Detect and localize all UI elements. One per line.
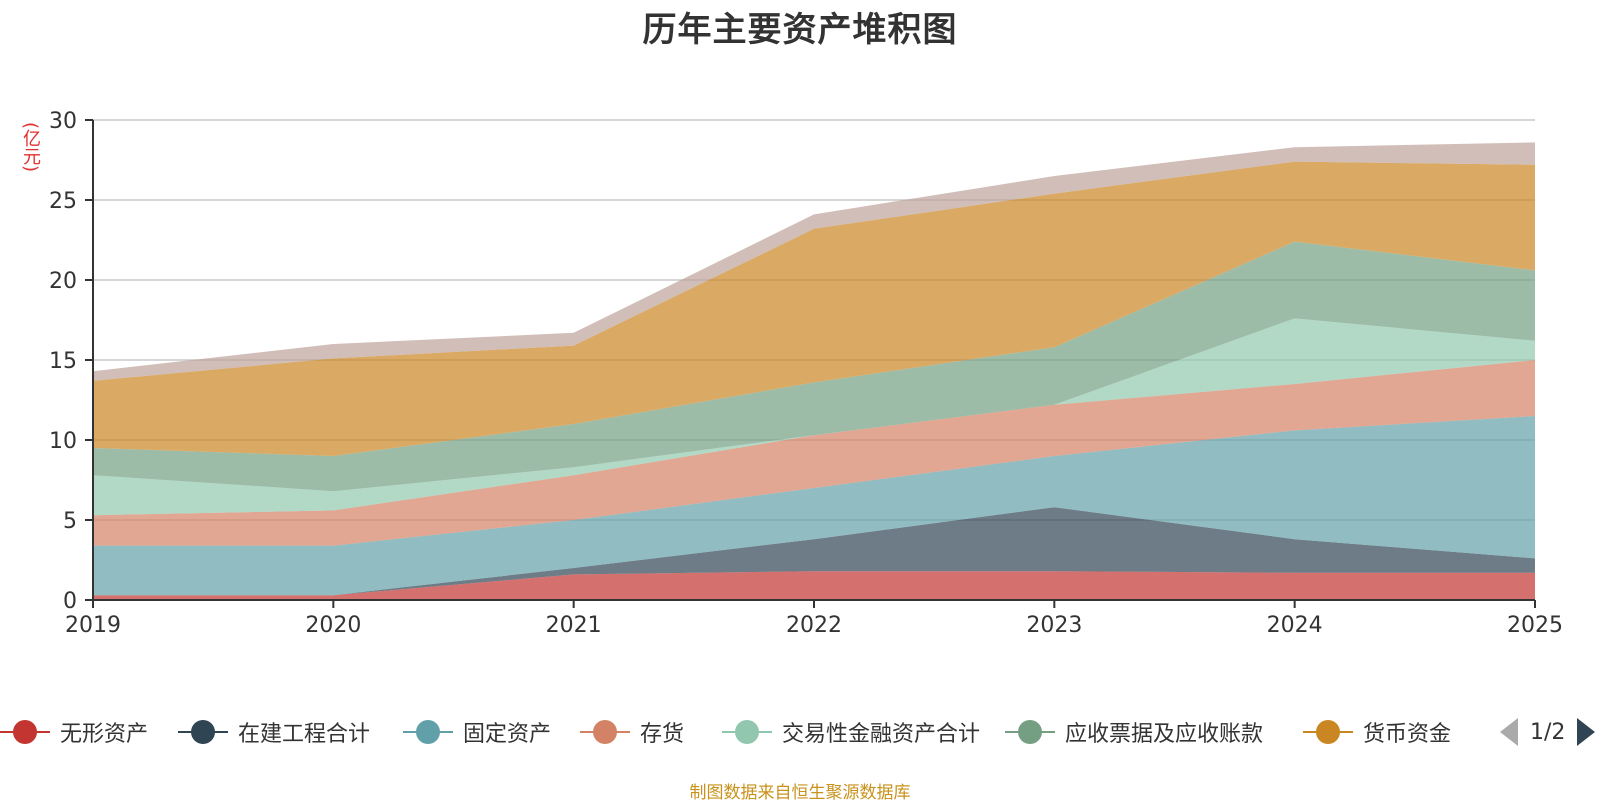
legend-marker-icon — [1005, 720, 1055, 744]
x-tick-label-2025: 2025 — [1507, 613, 1563, 638]
area-series-1[interactable] — [93, 507, 1535, 596]
y-tick-label-15: 15 — [49, 349, 77, 374]
chart-title: 历年主要资产堆积图 — [642, 10, 958, 50]
legend-item-0[interactable]: 无形资产 — [0, 712, 148, 752]
legend-item-3[interactable]: 存货 — [580, 712, 684, 752]
legend-label: 交易性金融资产合计 — [782, 722, 981, 747]
y-axis-unit-label: (亿元) — [20, 122, 41, 173]
legend-marker-icon — [403, 720, 453, 744]
y-tick-label-30: 30 — [49, 109, 77, 134]
legend: 无形资产 在建工程合计 固定资产 存货 交易性金融资产合计 应收票据及应收账款 货币资金 — [0, 712, 1600, 752]
legend-marker-icon — [580, 720, 630, 744]
data-source-note: 制图数据来自恒生聚源数据库 — [689, 783, 911, 803]
y-tick-label-5: 5 — [63, 509, 77, 534]
legend-marker-icon — [722, 720, 772, 744]
legend-label: 固定资产 — [463, 722, 552, 747]
area-series-6[interactable] — [93, 161, 1535, 456]
y-tick-label-10: 10 — [49, 429, 77, 454]
legend-prev-page-icon[interactable] — [1500, 718, 1518, 746]
legend-label: 应收票据及应收账款 — [1065, 722, 1264, 747]
legend-item-6[interactable]: 货币资金 — [1303, 712, 1451, 752]
legend-label: 存货 — [640, 722, 685, 747]
x-tick-label-2024: 2024 — [1267, 613, 1323, 638]
x-tick-label-2020: 2020 — [305, 613, 361, 638]
legend-marker-icon — [0, 720, 50, 744]
legend-item-2[interactable]: 固定资产 — [403, 712, 551, 752]
legend-label: 无形资产 — [60, 722, 149, 747]
area-series-3[interactable] — [93, 360, 1535, 546]
y-tick-label-25: 25 — [49, 189, 77, 214]
x-tick-label-2019: 2019 — [65, 613, 121, 638]
legend-item-5[interactable]: 应收票据及应收账款 — [1005, 712, 1263, 752]
legend-label: 在建工程合计 — [238, 722, 371, 747]
y-tick-label-20: 20 — [49, 269, 77, 294]
legend-page-indicator: 1/2 — [1530, 719, 1566, 745]
legend-pager: 1/2 — [1500, 712, 1596, 752]
area-series-7[interactable] — [93, 142, 1535, 381]
legend-item-1[interactable]: 在建工程合计 — [178, 712, 370, 752]
area-series-4[interactable] — [93, 318, 1535, 516]
x-tick-label-2021: 2021 — [546, 613, 602, 638]
area-series-0[interactable] — [93, 571, 1535, 600]
x-tick-label-2023: 2023 — [1026, 613, 1082, 638]
legend-marker-icon — [1303, 720, 1353, 744]
x-tick-label-2022: 2022 — [786, 613, 842, 638]
area-series-5[interactable] — [93, 241, 1535, 492]
legend-next-page-icon[interactable] — [1577, 718, 1596, 746]
area-series-2[interactable] — [93, 416, 1535, 596]
stacked-areas — [93, 142, 1535, 600]
legend-marker-icon — [178, 720, 228, 744]
legend-item-4[interactable]: 交易性金融资产合计 — [722, 712, 980, 752]
y-tick-label-0: 0 — [63, 589, 77, 614]
legend-label: 货币资金 — [1363, 722, 1452, 747]
